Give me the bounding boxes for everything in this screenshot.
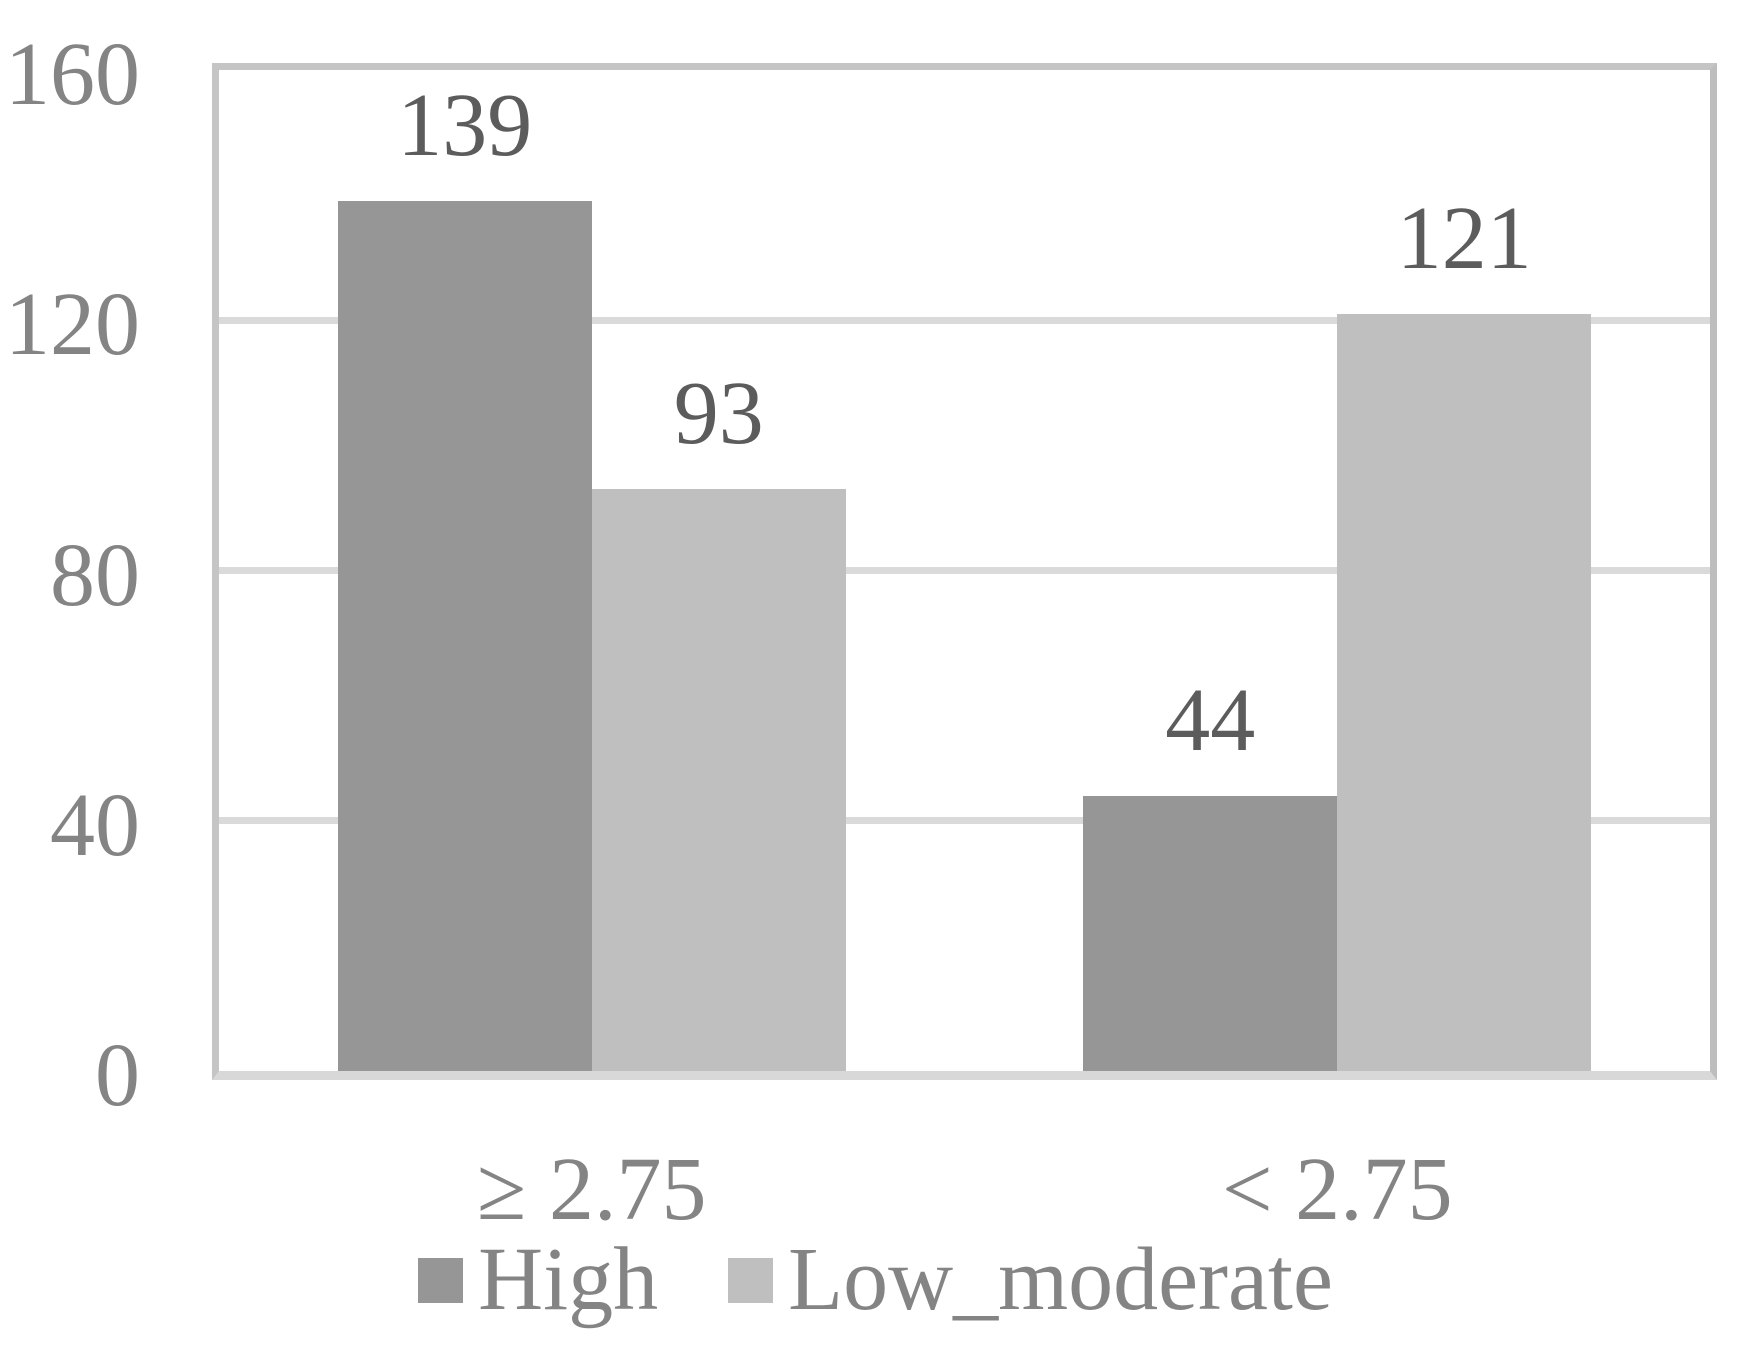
x-axis-category-label: < 2.75 xyxy=(1221,1140,1453,1239)
y-axis-tick-label: 0 xyxy=(95,1026,140,1125)
y-axis-tick-label: 160 xyxy=(5,25,140,124)
legend-label: High xyxy=(478,1230,659,1329)
x-axis-category-label: ≥ 2.75 xyxy=(477,1140,707,1239)
gridline xyxy=(219,817,1710,825)
gridline xyxy=(219,567,1710,574)
data-label-low_moderate-0: 93 xyxy=(673,364,764,464)
bar-low_moderate-1 xyxy=(1337,314,1592,1071)
legend-label: Low_moderate xyxy=(788,1230,1333,1329)
legend-swatch-low_moderate xyxy=(728,1258,774,1303)
plot-area: 139 93 44 121 xyxy=(212,63,1717,1080)
bar-low_moderate-0 xyxy=(591,489,846,1071)
legend-swatch-high xyxy=(418,1258,464,1303)
y-axis-tick-label: 40 xyxy=(50,775,140,875)
y-axis-tick-label: 80 xyxy=(50,525,140,625)
legend-item-high: High xyxy=(418,1235,658,1325)
legend: High Low_moderate xyxy=(0,1235,1751,1325)
y-axis-tick-label: 120 xyxy=(5,275,140,375)
bar-high-1 xyxy=(1083,795,1338,1071)
legend-item-low_moderate: Low_moderate xyxy=(728,1235,1333,1325)
data-label-high-1: 44 xyxy=(1165,670,1256,770)
bar-high-0 xyxy=(337,201,592,1071)
data-label-low_moderate-1: 121 xyxy=(1396,189,1532,288)
gridline xyxy=(219,316,1710,324)
data-label-high-0: 139 xyxy=(397,76,533,176)
